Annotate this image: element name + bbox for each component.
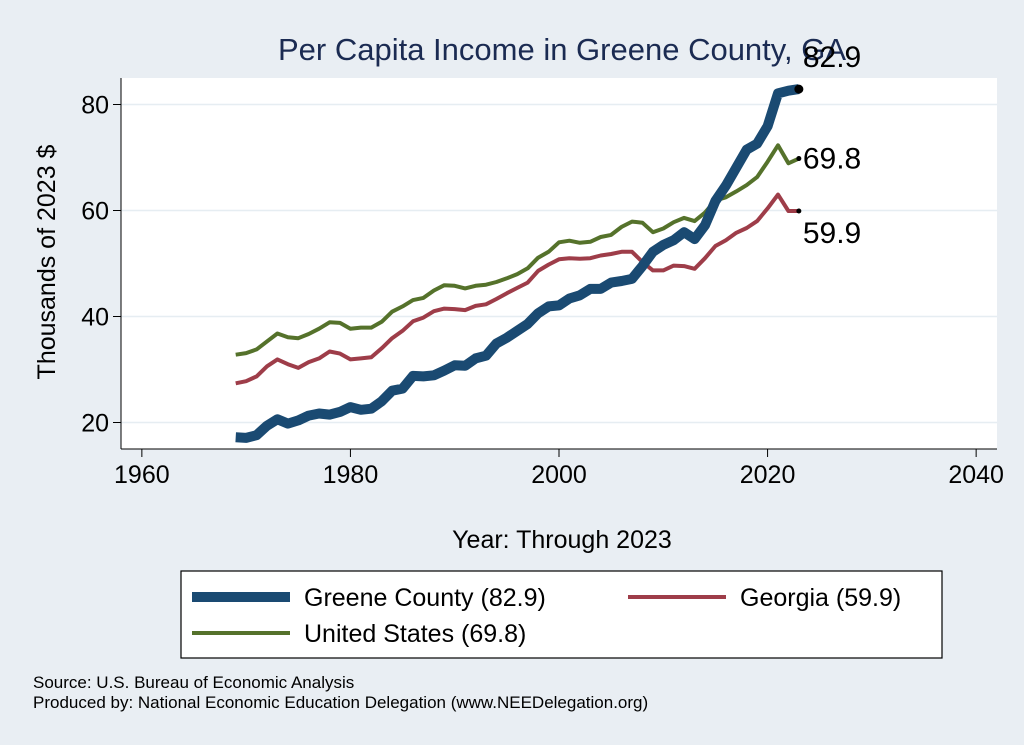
chart-title: Per Capita Income in Greene County, GA	[278, 32, 846, 67]
plot-area	[121, 78, 997, 449]
source-note: Source: U.S. Bureau of Economic Analysis	[33, 673, 354, 692]
legend-label-greene: Greene County (82.9)	[304, 584, 546, 612]
x-tick-label-2000: 2000	[531, 461, 587, 489]
end-label-united-states: 69.8	[803, 143, 861, 176]
legend-box	[180, 570, 943, 659]
series-line-greene-county	[235, 84, 800, 443]
end-label-greene-county: 82.9	[803, 41, 861, 74]
x-tick-label-2020: 2020	[740, 461, 796, 489]
y-tick-label-40: 40	[81, 304, 109, 332]
x-tick-label-1960: 1960	[114, 461, 170, 489]
x-axis-ticks: 1960 1980 2000 2020 2040	[114, 449, 1004, 489]
x-tick-label-2040: 2040	[948, 461, 1004, 489]
y-axis-ticks: 20 40 60 80	[81, 92, 121, 438]
y-axis-title: Thousands of 2023 $	[33, 144, 61, 379]
series-lines	[235, 84, 804, 443]
y-tick-label-60: 60	[81, 198, 109, 226]
series-line-georgia	[235, 192, 799, 386]
produced-by-note: Produced by: National Economic Education…	[33, 693, 648, 712]
legend-label-us: United States (69.8)	[304, 620, 526, 648]
x-axis-title: Year: Through 2023	[452, 526, 672, 554]
end-marker-united-states	[796, 156, 802, 162]
x-tick-label-1980: 1980	[323, 461, 379, 489]
y-tick-label-20: 20	[81, 410, 109, 438]
end-marker-georgia	[796, 208, 802, 214]
end-marker-greene-county	[794, 84, 804, 94]
legend: Greene County (82.9) Georgia (59.9) Unit…	[180, 570, 943, 659]
end-labels: 69.8 59.9 82.9	[803, 41, 861, 250]
legend-label-georgia: Georgia (59.9)	[740, 584, 901, 612]
end-label-georgia: 59.9	[803, 217, 861, 250]
y-tick-label-80: 80	[81, 92, 109, 120]
